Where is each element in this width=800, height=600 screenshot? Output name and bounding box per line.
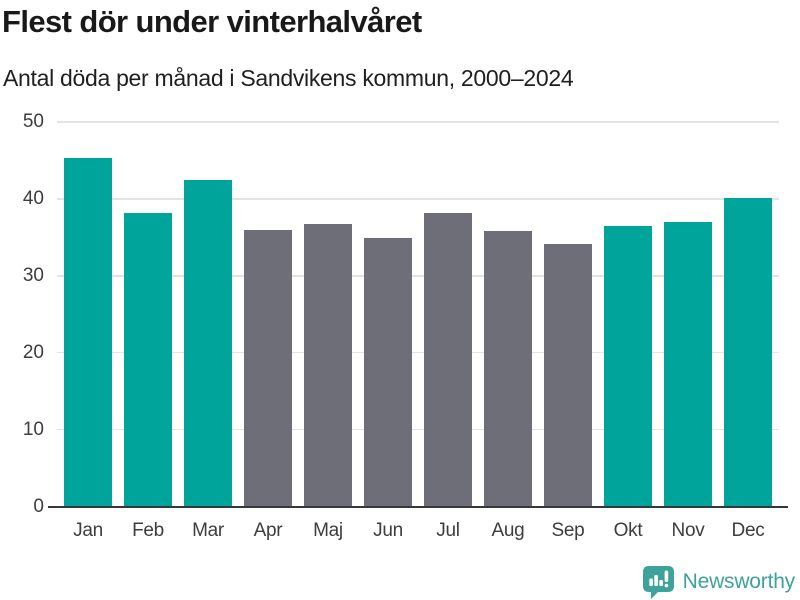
y-axis-tick-40: 40 [22, 187, 44, 209]
bar-aug [484, 231, 532, 507]
x-axis-label-sep: Sep [551, 520, 585, 541]
bar-apr [244, 229, 292, 507]
x-axis-label-feb: Feb [132, 520, 164, 541]
x-axis-label-jul: Jul [436, 520, 460, 541]
y-axis-tick-10: 10 [22, 418, 44, 440]
bar-sep [544, 243, 592, 507]
gridline-50 [57, 121, 779, 123]
bar-maj [304, 223, 352, 507]
y-axis-tick-20: 20 [22, 341, 44, 363]
bar-okt [604, 225, 652, 507]
x-axis-label-jan: Jan [73, 520, 103, 541]
x-axis-label-dec: Dec [731, 520, 765, 541]
bar-mar [184, 180, 232, 507]
x-axis-label-aug: Aug [491, 520, 525, 541]
y-axis-tick-0: 0 [33, 495, 44, 517]
newsworthy-logo-text: Newsworthy [682, 570, 796, 593]
x-axis-label-mar: Mar [192, 520, 224, 541]
x-axis-label-okt: Okt [613, 520, 643, 541]
newsworthy-logo-icon [642, 566, 674, 599]
chart-title: Flest dör under vinterhalvåret [2, 4, 422, 39]
gridline-40 [57, 198, 779, 200]
gridline-30 [57, 275, 779, 277]
bar-jun [364, 238, 412, 507]
brand-footer: Newsworthy [642, 566, 796, 599]
bar-jul [424, 212, 472, 507]
bar-feb [124, 212, 172, 507]
x-axis-label-apr: Apr [253, 520, 283, 541]
bar-nov [664, 221, 712, 507]
bar-dec [724, 198, 772, 507]
gridline-10 [57, 428, 779, 431]
gridline-20 [57, 351, 779, 354]
x-axis-label-nov: Nov [671, 520, 705, 541]
y-axis-tick-30: 30 [22, 264, 44, 286]
x-axis-label-maj: Maj [313, 520, 343, 541]
x-axis-label-jun: Jun [373, 520, 403, 541]
x-axis-line [48, 505, 788, 508]
bar-jan [64, 158, 112, 507]
chart-subtitle: Antal döda per månad i Sandvikens kommun… [3, 65, 574, 91]
y-axis-tick-50: 50 [22, 111, 44, 132]
